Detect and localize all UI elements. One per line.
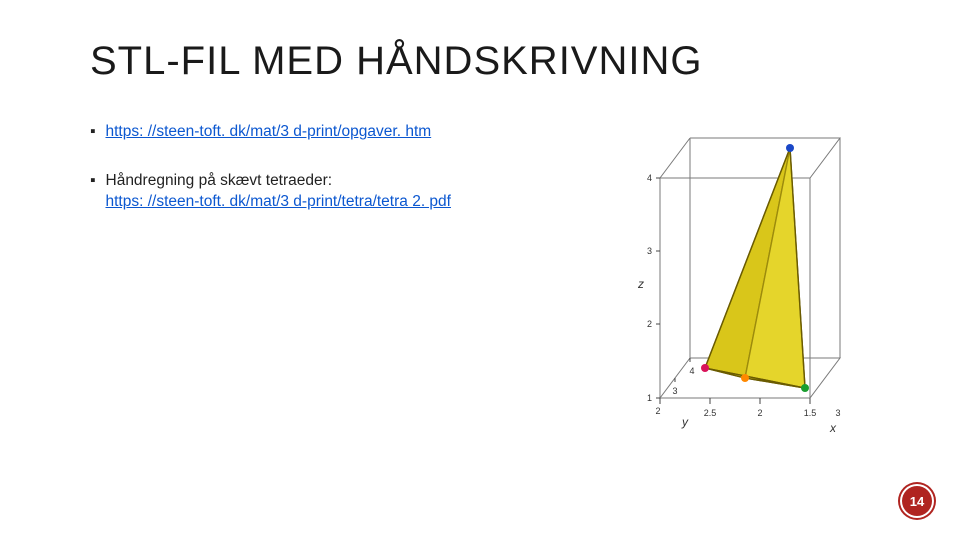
bullet-item-2: ▪ Håndregning på skævt tetraeder: https:… — [90, 171, 600, 213]
y-tick-2: 3 — [672, 386, 677, 396]
bullet-marker-icon: ▪ — [90, 171, 96, 192]
z-tick-4: 4 — [647, 173, 652, 183]
page-number-badge: 14 — [900, 484, 934, 518]
bullet-list: ▪ https: //steen-toft. dk/mat/3 d-print/… — [90, 118, 600, 448]
x-axis-label: x — [829, 421, 837, 435]
y-tick-1: 2 — [655, 406, 660, 416]
y-tick-3: 4 — [689, 366, 694, 376]
content-row: ▪ https: //steen-toft. dk/mat/3 d-print/… — [90, 118, 900, 448]
y-axis-label: y — [681, 415, 689, 429]
tetrahedron-svg: 1 2 3 4 z 2 3 4 y — [630, 118, 900, 448]
page-title: STL-FIL MED HÅNDSKRIVNING — [90, 38, 900, 84]
vertex-apex-marker — [786, 144, 794, 152]
x-tick-3: 2.5 — [704, 408, 717, 418]
bullet-2-link[interactable]: https: //steen-toft. dk/mat/3 d-print/te… — [106, 193, 451, 210]
x-tick-2: 2 — [757, 408, 762, 418]
vertex-pink-marker — [701, 364, 709, 372]
z-tick-2: 2 — [647, 319, 652, 329]
z-axis-label: z — [637, 277, 644, 291]
bullet-1-body: https: //steen-toft. dk/mat/3 d-print/op… — [106, 122, 432, 143]
vertex-green-marker — [801, 384, 809, 392]
x-tick-4: 3 — [835, 408, 840, 418]
bullet-item-1: ▪ https: //steen-toft. dk/mat/3 d-print/… — [90, 122, 600, 143]
bullet-2-body: Håndregning på skævt tetraeder: https: /… — [106, 171, 451, 213]
x-tick-1: 1.5 — [804, 408, 817, 418]
tetrahedron-figure: 1 2 3 4 z 2 3 4 y — [630, 118, 900, 448]
bullet-marker-icon: ▪ — [90, 122, 96, 143]
bullet-2-text: Håndregning på skævt tetraeder: — [106, 172, 333, 189]
slide: STL-FIL MED HÅNDSKRIVNING ▪ https: //ste… — [0, 0, 960, 540]
z-tick-3: 3 — [647, 246, 652, 256]
z-tick-1: 1 — [647, 393, 652, 403]
vertex-orange-marker — [741, 374, 749, 382]
bullet-1-link[interactable]: https: //steen-toft. dk/mat/3 d-print/op… — [106, 123, 432, 140]
